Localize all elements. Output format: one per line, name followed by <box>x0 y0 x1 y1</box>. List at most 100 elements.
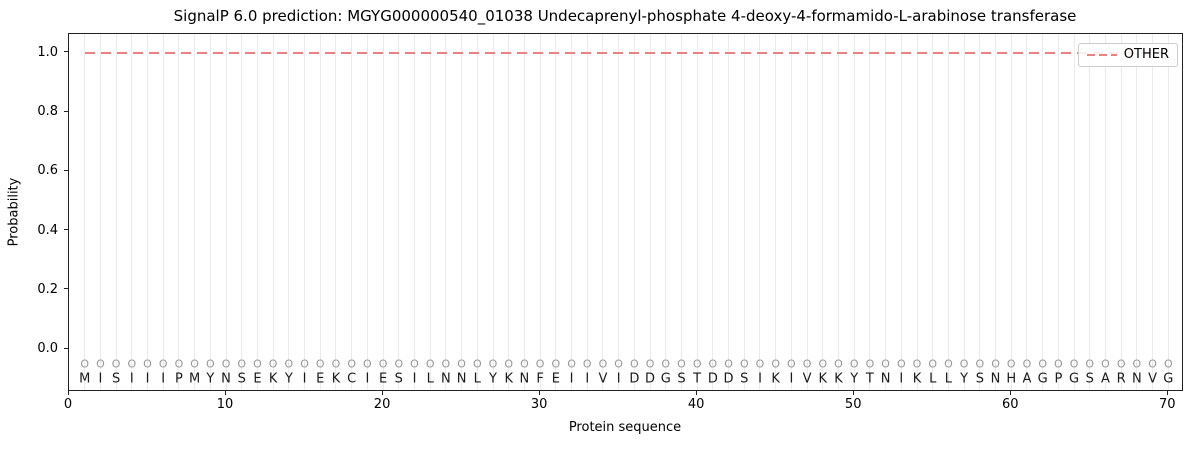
gridline <box>1104 34 1106 390</box>
gridline <box>147 34 149 390</box>
residue-letter: D <box>629 371 640 387</box>
residue-prediction-label: O <box>991 357 1000 371</box>
gridline <box>838 34 839 390</box>
residue-letter: K <box>818 371 828 387</box>
y-tick-label: 0.8 <box>37 104 58 120</box>
gridline <box>209 34 211 390</box>
gridline <box>712 34 714 390</box>
residue-letter: N <box>990 371 1001 387</box>
gridline <box>508 34 510 390</box>
residue-letter: V <box>802 371 812 387</box>
other-probability-line <box>84 51 1169 54</box>
residue-prediction-label: O <box>708 357 718 371</box>
residue-prediction-label: O <box>96 357 105 371</box>
residue-letter: G <box>1163 371 1174 387</box>
residue-prediction-label: O <box>284 357 294 371</box>
residue-prediction-label: O <box>881 357 890 371</box>
x-tick-mark <box>1009 391 1011 395</box>
gridline <box>162 34 164 390</box>
y-tick-mark <box>64 51 68 53</box>
residue-prediction-label: O <box>598 357 608 371</box>
gridline <box>335 34 337 390</box>
gridline <box>398 34 400 390</box>
gridline <box>523 34 525 390</box>
y-tick-label: 0.2 <box>37 281 58 297</box>
residue-letter: A <box>1101 371 1110 387</box>
residue-letter: K <box>771 371 780 387</box>
residue-letter: G <box>1037 371 1048 387</box>
gridline <box>696 34 698 390</box>
residue-letter: I <box>161 371 166 387</box>
gridline <box>759 34 761 390</box>
y-tick-label: 0.0 <box>37 341 58 357</box>
residue-letter: K <box>268 371 278 387</box>
residue-letter: S <box>394 371 403 387</box>
gridline <box>586 34 588 390</box>
gridline <box>602 34 604 390</box>
gridline <box>853 34 855 390</box>
residue-prediction-label: O <box>1038 357 1047 371</box>
residue-prediction-label: O <box>158 357 168 371</box>
residue-letter: C <box>347 371 357 387</box>
gridline <box>649 34 651 390</box>
residue-letter: P <box>1054 371 1063 387</box>
residue-letter: D <box>707 371 718 387</box>
gridline <box>366 34 368 390</box>
residue-letter: T <box>693 371 702 387</box>
residue-prediction-label: O <box>912 357 922 371</box>
residue-letter: I <box>365 371 370 387</box>
gridline <box>429 34 431 390</box>
residue-letter: I <box>412 371 417 387</box>
residue-prediction-label: O <box>378 357 388 371</box>
residue-prediction-label: O <box>1006 357 1016 371</box>
residue-prediction-label: O <box>190 357 199 371</box>
x-tick-label: 0 <box>63 397 73 412</box>
residue-prediction-label: O <box>1163 357 1173 371</box>
gridline <box>947 34 949 390</box>
gridline <box>256 34 258 390</box>
residue-letter: N <box>519 371 530 387</box>
x-tick-label: 20 <box>373 397 391 412</box>
gridline <box>1167 34 1169 390</box>
residue-prediction-label: O <box>174 357 184 371</box>
residue-letter: N <box>880 371 891 387</box>
gridline <box>413 34 415 390</box>
residue-letter: I <box>789 371 794 387</box>
residue-prediction-label: O <box>975 357 985 371</box>
residue-letter: I <box>585 371 590 387</box>
residue-prediction-label: O <box>205 357 215 371</box>
residue-prediction-label: O <box>331 357 341 371</box>
residue-letter: G <box>1069 371 1080 387</box>
residue-prediction-label: O <box>865 357 875 371</box>
gridline <box>131 34 133 390</box>
residue-prediction-label: O <box>410 357 419 371</box>
y-tick-mark <box>64 347 68 349</box>
residue-letter: E <box>378 371 388 387</box>
gridline <box>885 34 887 390</box>
gridline <box>445 34 447 390</box>
gridline <box>351 34 353 390</box>
residue-letter: K <box>331 371 341 387</box>
residue-prediction-label: O <box>928 357 938 371</box>
gridline <box>728 34 730 390</box>
residue-letter: S <box>111 371 121 387</box>
residue-letter: E <box>253 371 262 387</box>
residue-letter: L <box>426 371 434 387</box>
residue-prediction-label: O <box>551 357 561 371</box>
gridline <box>492 34 494 390</box>
gridline <box>1073 34 1075 390</box>
gridline <box>790 34 792 390</box>
residue-letter: L <box>944 371 953 387</box>
gridline <box>304 34 306 390</box>
residue-prediction-label: O <box>959 357 969 371</box>
gridline <box>178 34 180 390</box>
residue-prediction-label: O <box>425 357 435 371</box>
gridline <box>476 34 478 390</box>
y-tick-mark <box>64 110 68 112</box>
gridline <box>775 34 777 390</box>
residue-prediction-label: O <box>944 357 953 371</box>
residue-prediction-label: O <box>849 357 859 371</box>
chart-title: SignalP 6.0 prediction: MGYG000000540_01… <box>173 7 1077 25</box>
gridline <box>665 34 667 390</box>
